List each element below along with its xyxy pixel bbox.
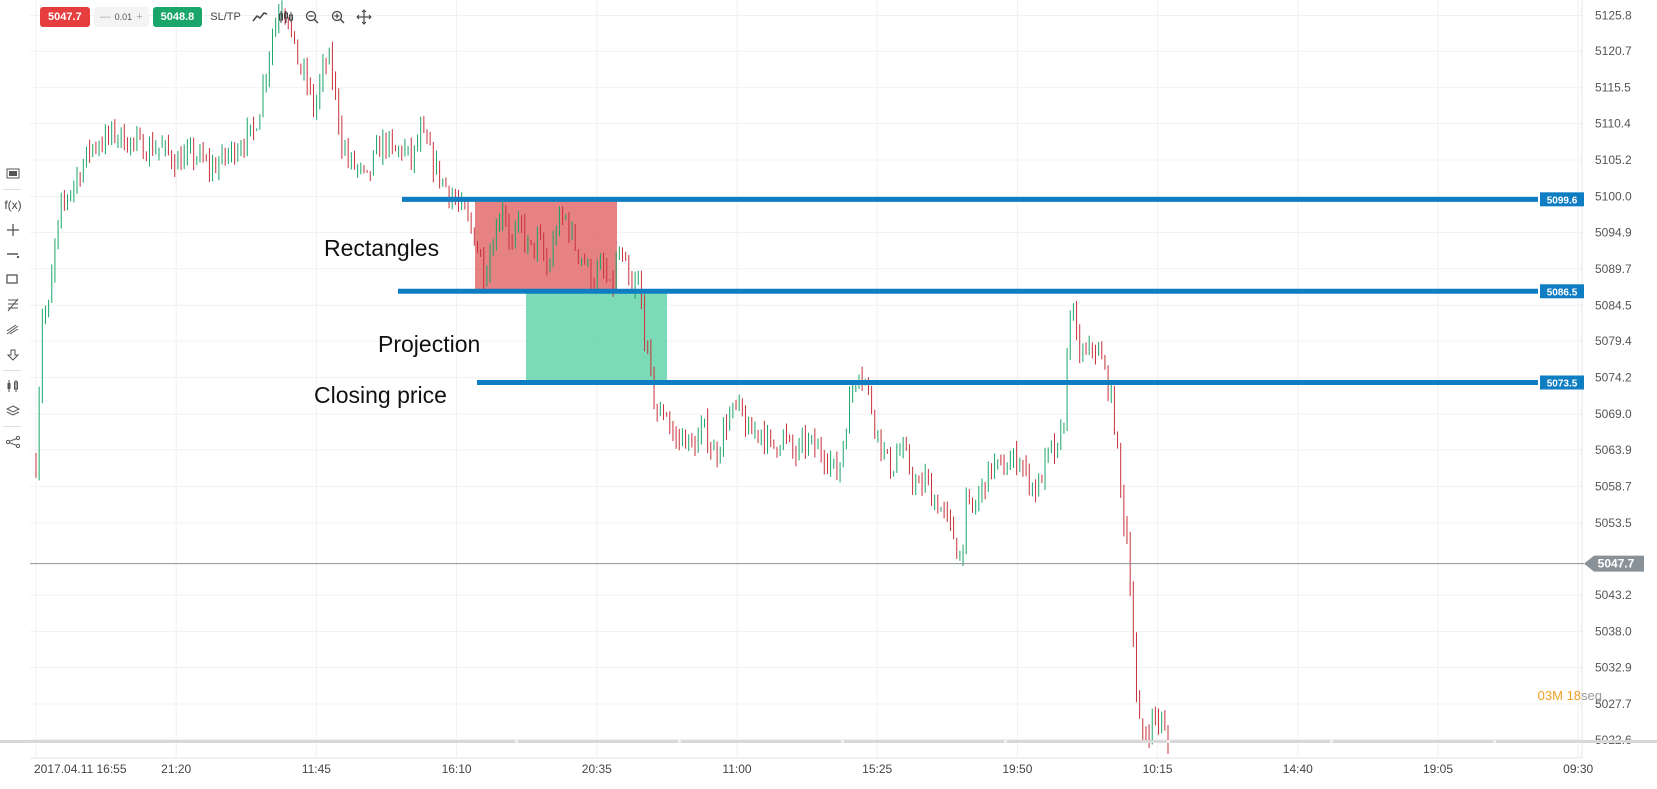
scrollbar-segment bbox=[681, 740, 841, 743]
scrollbar-segment bbox=[518, 740, 678, 743]
price-tick-label: 5089.7 bbox=[1595, 262, 1632, 276]
price-tick-label: 5027.7 bbox=[1595, 697, 1632, 711]
time-scrollbar[interactable] bbox=[0, 740, 1657, 743]
annotation-closing-price[interactable]: Closing price bbox=[314, 382, 447, 408]
price-tick-label: 5100.0 bbox=[1595, 190, 1632, 204]
timer-minutes-unit: M bbox=[1552, 688, 1563, 703]
price-tick-label: 5058.7 bbox=[1595, 479, 1632, 493]
rectangle-tool-icon[interactable] bbox=[2, 269, 24, 291]
time-tick-label: 11:00 bbox=[722, 762, 751, 776]
horizontal-line-price-label: 5073.5 bbox=[1547, 379, 1578, 390]
timer-minutes: 03 bbox=[1537, 688, 1553, 703]
scrollbar-segment bbox=[1007, 740, 1167, 743]
share-icon[interactable] bbox=[2, 431, 24, 453]
horizontal-line-price-tag bbox=[1540, 192, 1584, 207]
price-tick-label: 5079.4 bbox=[1595, 334, 1632, 348]
current-price-line: 5047.7 bbox=[30, 555, 1644, 572]
time-tick-label: 21:20 bbox=[161, 762, 191, 776]
fx-label: f(x) bbox=[4, 198, 22, 212]
horizontal-line-price-tag bbox=[1540, 284, 1584, 299]
time-tick-label: 11:45 bbox=[302, 762, 331, 776]
drawing-toolbar: f(x) bbox=[0, 160, 26, 456]
time-tick-label: 20:35 bbox=[582, 762, 612, 776]
price-tick-label: 5110.4 bbox=[1595, 117, 1631, 131]
price-tick-label: 5125.8 bbox=[1595, 8, 1632, 22]
price-tick-label: 5084.5 bbox=[1595, 298, 1632, 312]
lot-plus-button[interactable]: + bbox=[136, 11, 143, 23]
horizontal-line-price-label: 5099.6 bbox=[1547, 195, 1578, 206]
time-tick-label: 19:05 bbox=[1423, 762, 1453, 776]
price-tick-label: 5032.9 bbox=[1595, 660, 1632, 674]
function-icon[interactable]: f(x) bbox=[2, 194, 24, 216]
sell-price-button[interactable]: 5047.7 bbox=[40, 7, 90, 27]
toolbar-divider bbox=[3, 426, 21, 427]
current-price-label: 5047.7 bbox=[1598, 557, 1635, 571]
price-tick-label: 5063.9 bbox=[1595, 443, 1632, 457]
lot-minus-button[interactable]: — bbox=[99, 11, 111, 23]
rectangle-drawings[interactable] bbox=[475, 199, 667, 383]
time-tick-label: 15:25 bbox=[862, 762, 892, 776]
panel-icon[interactable] bbox=[2, 163, 24, 185]
timer-seconds: 18 bbox=[1566, 688, 1582, 703]
zoom-out-icon[interactable] bbox=[301, 6, 323, 28]
zoom-in-icon[interactable] bbox=[327, 6, 349, 28]
price-tick-label: 5094.9 bbox=[1595, 225, 1632, 239]
scrollbar-segment bbox=[0, 740, 515, 743]
price-tick-label: 5069.0 bbox=[1595, 407, 1632, 421]
price-tick-label: 5115.5 bbox=[1595, 81, 1631, 95]
candles bbox=[35, 0, 1169, 754]
price-tick-label: 5074.2 bbox=[1595, 371, 1632, 385]
current-price-tag bbox=[1584, 555, 1644, 572]
crosshair-plus-icon[interactable] bbox=[2, 219, 24, 241]
toolbar-divider bbox=[3, 189, 21, 190]
toolbar-divider bbox=[3, 370, 21, 371]
timer-seconds-unit: seg bbox=[1581, 688, 1602, 703]
price-tick-label: 5022.6 bbox=[1595, 733, 1632, 747]
rectangle-range[interactable] bbox=[475, 199, 617, 292]
horizontal-lines[interactable]: 5099.6 5086.5 5073.5 bbox=[398, 192, 1584, 390]
price-tick-label: 5120.7 bbox=[1595, 44, 1632, 58]
annotation-projection[interactable]: Projection bbox=[378, 331, 481, 357]
price-axis: 5125.8 5120.7 5115.5 5110.4 5105.2 5100.0 5094… bbox=[1595, 8, 1632, 746]
scrollbar-segment bbox=[1333, 740, 1493, 743]
price-tick-label: 5043.2 bbox=[1595, 588, 1632, 602]
time-tick-label: 16:10 bbox=[442, 762, 472, 776]
time-tick-label: 09:30 bbox=[1563, 762, 1593, 776]
annotation-rectangles[interactable]: Rectangles bbox=[324, 235, 440, 261]
layers-icon[interactable] bbox=[2, 400, 24, 422]
candle-timer: 03M 18seg bbox=[1538, 688, 1602, 703]
rectangle-projection[interactable] bbox=[526, 291, 667, 383]
scrollbar-segment bbox=[1496, 740, 1657, 743]
pitchfork-icon[interactable] bbox=[2, 319, 24, 341]
lot-size-stepper[interactable]: — 0.01 + bbox=[93, 7, 149, 27]
time-axis: 2017.04.11 16:55 21:20 11:45 16:10 20:35 11:0… bbox=[34, 762, 1594, 776]
lot-size-value[interactable]: 0.01 bbox=[114, 12, 133, 22]
crosshair-icon[interactable] bbox=[353, 6, 375, 28]
time-tick-label: 14:40 bbox=[1283, 762, 1313, 776]
time-tick-label: 19:50 bbox=[1002, 762, 1032, 776]
horizontal-line-price-label: 5086.5 bbox=[1547, 287, 1578, 298]
time-tick-label: 2017.04.11 16:55 bbox=[34, 762, 127, 776]
buy-price-button[interactable]: 5048.8 bbox=[152, 7, 203, 27]
scrollbar-segment bbox=[1170, 740, 1330, 743]
fibonacci-icon[interactable] bbox=[2, 294, 24, 316]
indicators-icon[interactable] bbox=[275, 6, 297, 28]
scrollbar-segment bbox=[844, 740, 1004, 743]
line-tool-icon[interactable] bbox=[2, 244, 24, 266]
price-tick-label: 5038.0 bbox=[1595, 625, 1632, 639]
horizontal-line-price-tag bbox=[1540, 375, 1584, 390]
sltp-button[interactable]: SL/TP bbox=[210, 11, 241, 23]
price-tick-label: 5053.5 bbox=[1595, 516, 1632, 530]
chart-type-icon[interactable] bbox=[249, 6, 271, 28]
price-tick-label: 5105.2 bbox=[1595, 153, 1632, 167]
time-tick-label: 10:15 bbox=[1143, 762, 1173, 776]
trade-toolbar: 5047.7 — 0.01 + 5048.8 SL/TP bbox=[40, 6, 375, 28]
candles-icon[interactable] bbox=[2, 375, 24, 397]
arrow-down-icon[interactable] bbox=[2, 344, 24, 366]
